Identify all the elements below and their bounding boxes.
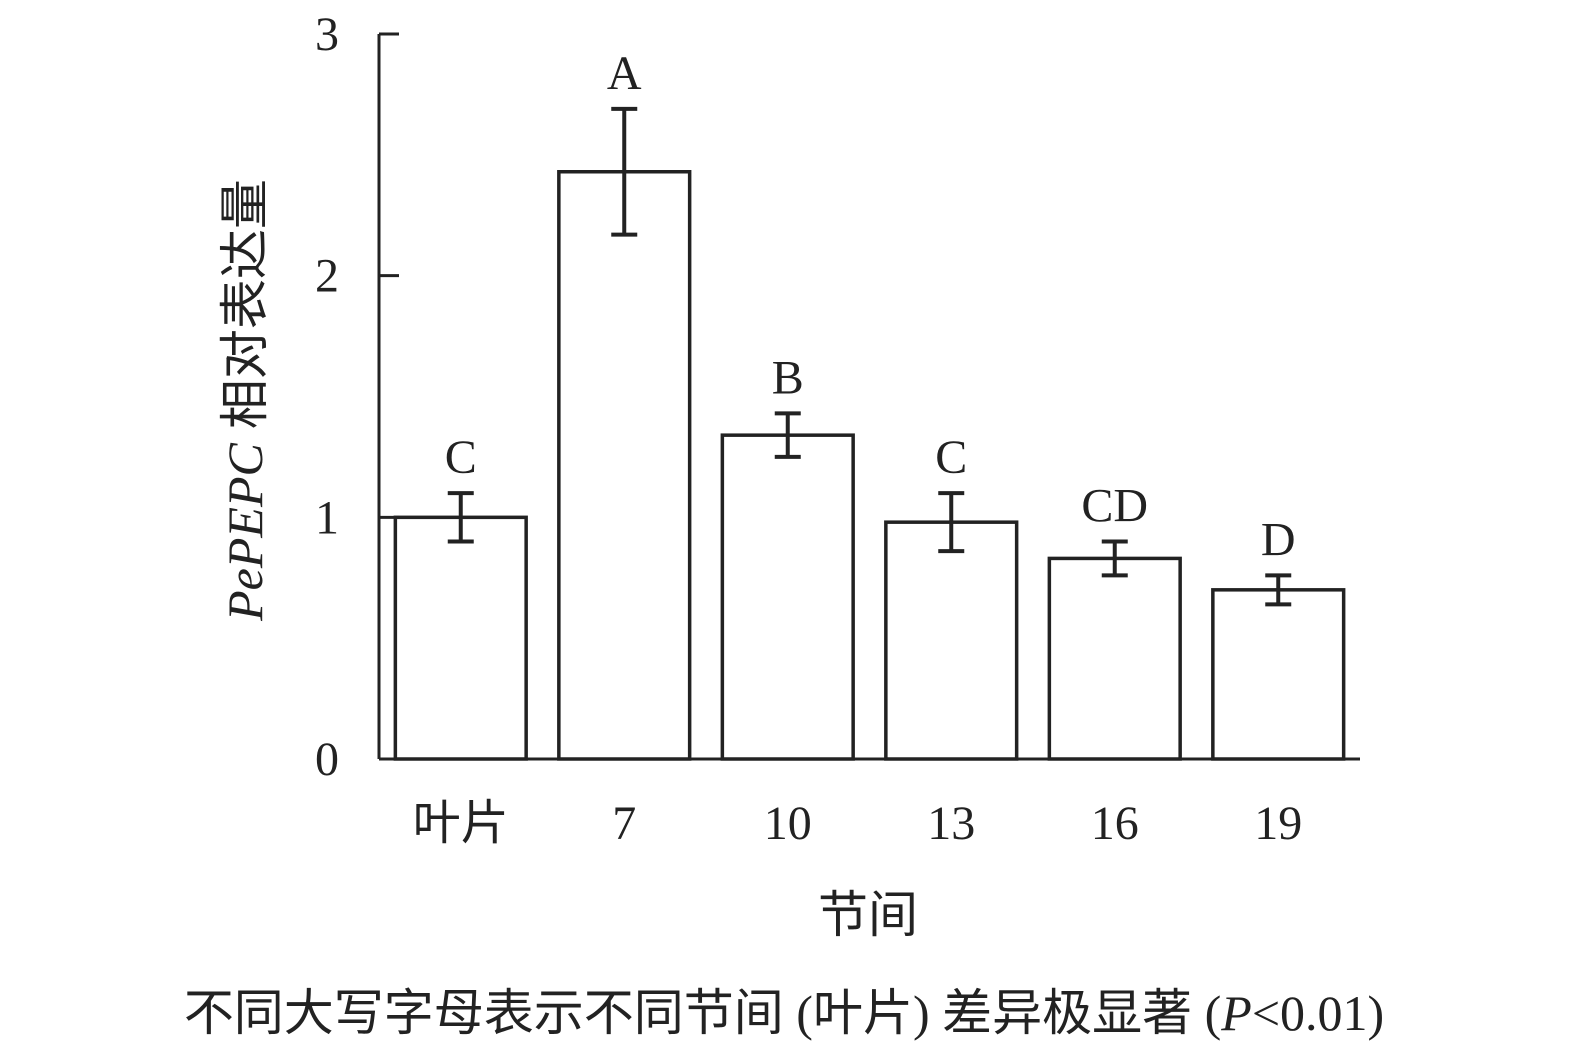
significance-label: D [1261,513,1296,566]
bar [720,433,855,761]
y-axis-label-text: 相对表达量 [217,179,273,429]
caption-part: P [1220,985,1252,1041]
significance-label: C [935,431,967,484]
significance-label: C [445,431,477,484]
x-tick-label: 叶片 [413,797,509,850]
x-tick-label: 7 [612,797,636,850]
x-tick-label: 13 [927,797,975,850]
bar [1211,588,1346,761]
y-tick-label: 1 [315,491,339,544]
y-tick-label: 0 [315,733,339,786]
significance-label: B [772,351,804,404]
caption-part: 不同大写字母表示不同节间 (叶片) 差异极显著 ( [184,985,1221,1041]
caption: 不同大写字母表示不同节间 (叶片) 差异极显著 (P<0.01) [184,985,1384,1041]
y-tick-label: 3 [315,8,339,61]
x-tick-label: 16 [1091,797,1139,850]
bar [557,170,692,761]
significance-label: A [607,47,642,100]
x-axis-label: 节间 [818,887,918,943]
bar [884,520,1019,761]
y-axis-label: PePEPC 相对表达量 [217,179,273,622]
y-tick-label: 2 [315,250,339,303]
x-tick-label: 10 [764,797,812,850]
x-tick-label: 19 [1254,797,1302,850]
y-axis-label-gene: PePEPC [217,442,273,621]
bar [393,515,528,761]
caption-part: <0.01) [1252,985,1384,1041]
significance-label: CD [1081,480,1148,533]
bar [1047,556,1182,761]
